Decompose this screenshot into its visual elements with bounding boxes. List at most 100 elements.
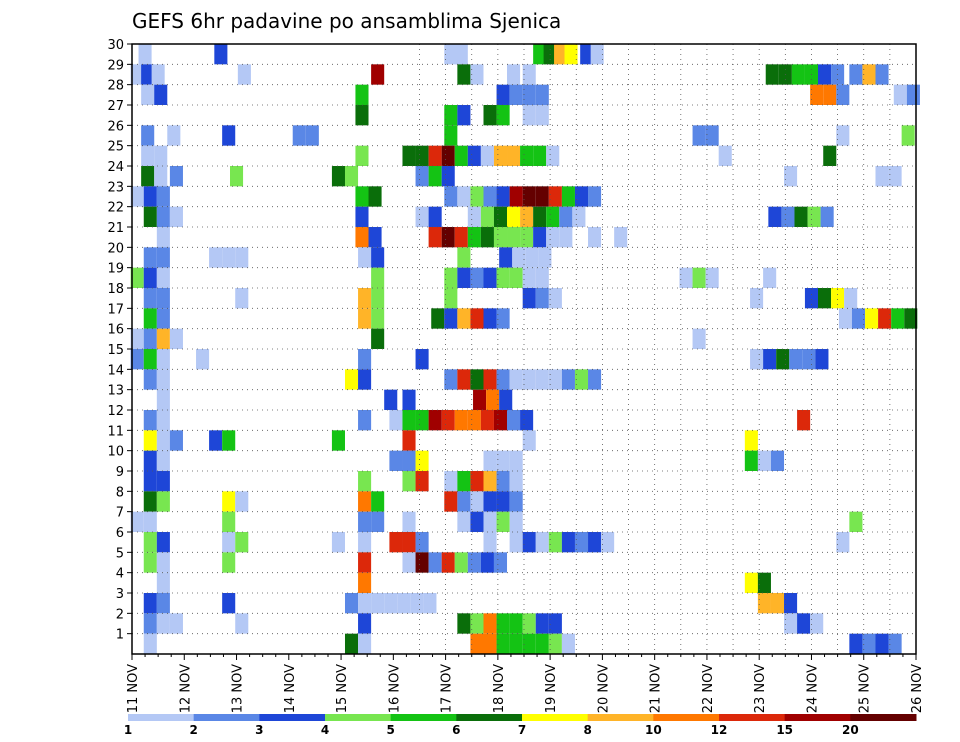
heatmap-cell <box>222 552 236 573</box>
heatmap-cell <box>402 471 416 492</box>
heatmap-cell <box>499 389 513 410</box>
heatmap-cell <box>507 206 521 227</box>
heatmap-cell <box>141 166 155 187</box>
y-tick-label: 1 <box>116 628 124 643</box>
heatmap-cell <box>574 186 589 207</box>
heatmap-cell <box>744 430 758 451</box>
heatmap-cell <box>355 227 369 248</box>
heatmap-cell <box>143 247 157 268</box>
heatmap-cell <box>509 267 523 288</box>
y-tick-label: 20 <box>107 241 124 256</box>
heatmap-cell <box>237 64 251 85</box>
heatmap-cell <box>167 125 181 146</box>
heatmap-cell <box>156 369 170 390</box>
heatmap-cell <box>371 593 385 614</box>
heatmap-cell <box>423 593 437 614</box>
y-tick-label: 26 <box>107 119 124 134</box>
heatmap-cell <box>156 308 170 329</box>
heatmap-cell <box>457 308 471 329</box>
heatmap-cell <box>836 125 850 146</box>
heatmap-cell <box>483 450 497 471</box>
heatmap-cell <box>509 613 523 634</box>
x-tick-label: 20 NOV <box>596 664 611 713</box>
heatmap-cell <box>444 288 458 309</box>
colorbar-swatch <box>390 714 457 721</box>
y-tick-label: 21 <box>107 221 124 236</box>
colorbar-label: 1 <box>124 723 132 737</box>
x-tick-label: 21 NOV <box>649 664 664 713</box>
heatmap-cell <box>444 491 458 512</box>
heatmap-cell <box>483 308 497 329</box>
heatmap-cell <box>480 206 494 227</box>
heatmap-cell <box>820 206 834 227</box>
heatmap-cell <box>415 349 429 370</box>
x-tick-label: 24 NOV <box>805 664 820 713</box>
heatmap-cell <box>222 593 236 614</box>
x-tick-label: 13 NOV <box>231 664 246 713</box>
heatmap-cell <box>389 532 403 553</box>
heatmap-cell <box>143 552 157 573</box>
heatmap-cell <box>141 84 155 105</box>
heatmap-cells <box>130 44 920 654</box>
heatmap-cell <box>705 125 719 146</box>
heatmap-cell <box>169 613 183 634</box>
heatmap-cell <box>548 369 562 390</box>
heatmap-cell <box>209 247 223 268</box>
heatmap-cell <box>559 227 573 248</box>
y-tick-label: 22 <box>107 201 124 216</box>
heatmap-cell <box>457 613 471 634</box>
heatmap-cell <box>402 145 416 166</box>
grid-lines <box>132 44 916 654</box>
heatmap-cell <box>763 267 777 288</box>
heatmap-cell <box>679 267 693 288</box>
heatmap-cell <box>548 288 562 309</box>
heatmap-cell <box>371 64 385 85</box>
colorbar-swatch <box>325 714 392 721</box>
heatmap-cell <box>588 369 602 390</box>
heatmap-cell <box>441 410 455 431</box>
heatmap-cell <box>143 186 157 207</box>
x-tick-label: 15 NOV <box>335 664 350 713</box>
heatmap-cell <box>156 532 170 553</box>
heatmap-cell <box>358 349 372 370</box>
heatmap-cell <box>441 166 455 187</box>
heatmap-cell <box>402 532 416 553</box>
colorbar-swatch <box>784 714 851 721</box>
heatmap-cell <box>509 450 523 471</box>
heatmap-cell <box>470 633 484 654</box>
heatmap-cell <box>358 410 372 431</box>
colorbar-label: 5 <box>386 723 394 737</box>
heatmap-cell <box>535 105 549 126</box>
heatmap-cell <box>493 145 508 166</box>
x-tick-label: 18 NOV <box>492 664 507 713</box>
y-tick-label: 29 <box>107 58 124 73</box>
x-tick-label: 16 NOV <box>387 664 402 713</box>
heatmap-cell <box>512 247 526 268</box>
heatmap-cell <box>444 308 458 329</box>
colorbar-label: 8 <box>583 723 591 737</box>
heatmap-cell <box>520 206 534 227</box>
heatmap-cell <box>522 633 536 654</box>
x-tick-label: 14 NOV <box>283 664 298 713</box>
heatmap-cell <box>371 288 385 309</box>
heatmap-cell <box>415 552 429 573</box>
heatmap-cell <box>130 511 144 532</box>
y-tick-label: 16 <box>107 323 124 338</box>
heatmap-cell <box>535 186 549 207</box>
heatmap-cell <box>496 186 510 207</box>
heatmap-cell <box>222 491 236 512</box>
heatmap-cell <box>470 471 484 492</box>
heatmap-cell <box>235 288 249 309</box>
heatmap-cell <box>836 84 850 105</box>
heatmap-cell <box>865 308 879 329</box>
heatmap-cell <box>130 64 144 85</box>
heatmap-cell <box>156 247 170 268</box>
x-tick-label: 11 NOV <box>126 664 141 713</box>
heatmap-cell <box>331 532 345 553</box>
heatmap-cell <box>522 288 536 309</box>
heatmap-cell <box>559 206 573 227</box>
heatmap-cell <box>470 64 484 85</box>
heatmap-cell <box>457 247 471 268</box>
heatmap-cell <box>818 64 832 85</box>
heatmap-cell <box>344 166 359 187</box>
